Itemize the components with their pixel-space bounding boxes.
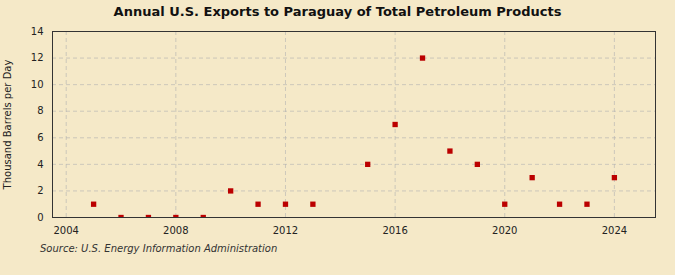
svg-text:2024: 2024	[602, 225, 627, 236]
svg-text:4: 4	[37, 159, 43, 170]
svg-text:10: 10	[31, 79, 44, 90]
svg-text:0: 0	[37, 212, 43, 223]
html-text:Source: U.S. Energy Informatio: Source: U.S. Energy Information Administ…	[40, 243, 278, 254]
svg-text:2016: 2016	[382, 225, 407, 236]
svg-text:Thousand Barrels per Day: Thousand Barrels per Day	[2, 60, 13, 191]
svg-text:2004: 2004	[53, 225, 78, 236]
svg-text:14: 14	[31, 26, 44, 37]
svg-text:2012: 2012	[273, 225, 298, 236]
html-text:Annual U.S. Exports to Paragua: Annual U.S. Exports to Paraguay of Total…	[113, 4, 562, 19]
svg-text:2020: 2020	[492, 225, 517, 236]
svg-text:2008: 2008	[163, 225, 188, 236]
svg-text:8: 8	[37, 105, 43, 116]
svg-text:12: 12	[31, 52, 44, 63]
svg-text:2: 2	[37, 185, 43, 196]
svg-text:6: 6	[37, 132, 43, 143]
